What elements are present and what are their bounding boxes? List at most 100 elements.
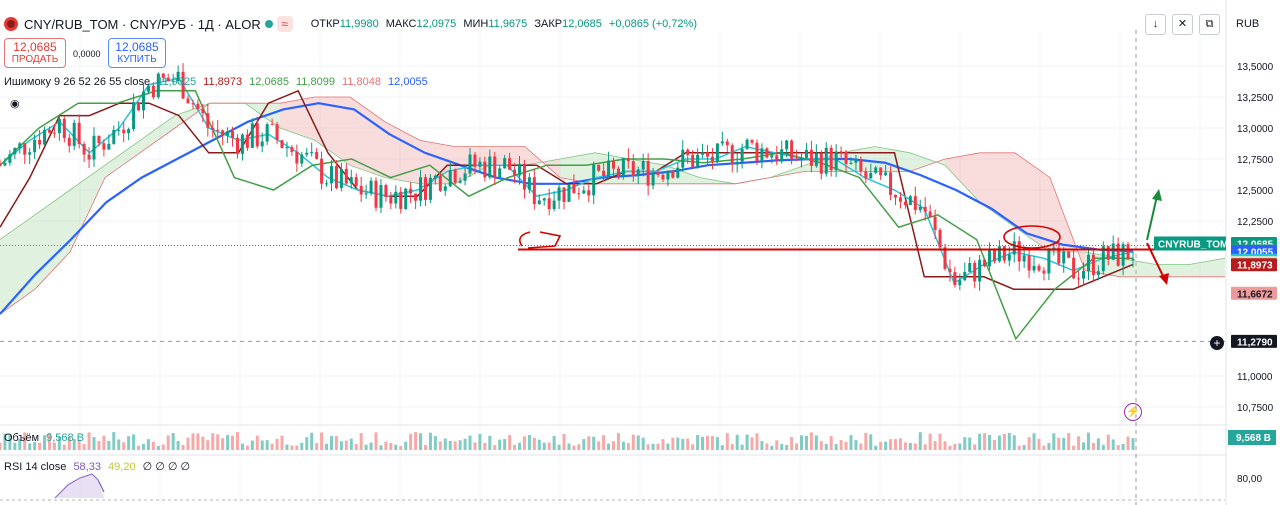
candle-body <box>597 164 601 171</box>
candle-body <box>132 102 136 130</box>
price-label: 12,0055 <box>1237 247 1274 258</box>
volume-bar <box>1086 432 1090 450</box>
candle-body <box>67 137 71 146</box>
plus-icon[interactable]: + <box>1210 336 1224 350</box>
candle-body <box>458 180 462 183</box>
cloud-segment <box>980 152 1015 228</box>
candle-body <box>97 135 101 144</box>
symbol-title[interactable]: CNY/RUB_TOM · CNY/РУБ · 1Д · ALOR <box>24 16 261 32</box>
candle-body <box>206 113 210 128</box>
volume-bar <box>67 436 71 450</box>
arrow-down-icon[interactable]: ↓ <box>1145 14 1166 35</box>
volume-bar <box>894 439 898 450</box>
volume-bar <box>102 435 106 450</box>
candle-body <box>47 129 51 133</box>
candle-body <box>562 187 566 202</box>
sell-button[interactable]: 12,0685 ПРОДАТЬ <box>4 38 66 68</box>
candle-body <box>478 161 482 167</box>
candle-body <box>725 141 729 146</box>
candle-body <box>681 149 685 168</box>
restore-icon[interactable]: ⧉ <box>1199 14 1220 35</box>
up-arrow-head <box>1152 189 1162 201</box>
candle-body <box>790 140 794 159</box>
axis-tick-label: 12,2500 <box>1237 217 1274 228</box>
volume-bar <box>864 432 868 450</box>
candle-body <box>127 129 131 134</box>
volume-bar <box>409 433 413 450</box>
candle-body <box>1022 255 1026 262</box>
close-icon[interactable]: ✕ <box>1172 14 1193 35</box>
eye-icon[interactable]: ◉ <box>10 98 20 110</box>
price-axis[interactable]: 13,5000 13,2500 13,0000 12,7500 12,5000 12,25… <box>1154 0 1280 505</box>
candle-body <box>745 139 749 149</box>
candle-body <box>795 158 799 160</box>
volume-bar <box>869 434 873 450</box>
volume-bar <box>231 435 235 450</box>
currency-label[interactable]: RUB <box>1236 18 1260 30</box>
candle-body <box>923 206 927 212</box>
cloud-segment <box>1015 152 1050 252</box>
volume-bar <box>310 432 314 450</box>
volume-bar <box>493 445 497 450</box>
down-arrow-head <box>1159 273 1169 285</box>
volume-bar <box>1096 438 1100 450</box>
candle-body <box>270 124 274 126</box>
volume-bar <box>260 440 264 450</box>
volume-bar <box>963 437 967 450</box>
ichimoku-legend[interactable]: Ишимоку 9 26 52 26 55 close 11,9325 11,8… <box>4 76 432 88</box>
volume-bar <box>112 432 116 450</box>
candle-body <box>1017 241 1021 262</box>
candle-body <box>1091 254 1095 275</box>
volume-bar <box>582 439 586 450</box>
candle-body <box>1032 265 1036 271</box>
volume-bar <box>325 443 329 450</box>
candle-body <box>775 155 779 162</box>
candle-body <box>988 250 992 267</box>
volume-bar <box>968 437 972 450</box>
candle-body <box>1131 259 1135 261</box>
volume-bar <box>181 445 185 450</box>
volume-bar <box>646 444 650 450</box>
volume-bar <box>23 432 27 450</box>
candle-body <box>958 280 962 286</box>
lightning-icon[interactable]: ⚡ <box>1124 403 1142 421</box>
axis-tick-label: 12,7500 <box>1237 155 1274 166</box>
volume-bar <box>47 433 51 450</box>
candle-body <box>43 129 47 145</box>
candle-body <box>72 122 76 146</box>
candle-body <box>1007 254 1011 261</box>
candle-body <box>656 172 660 175</box>
rsi-legend[interactable]: RSI 14 close 58,33 49,20 ∅ ∅ ∅ ∅ <box>4 460 194 473</box>
volume-bar <box>72 439 76 450</box>
high-value: 12,0975 <box>416 18 457 30</box>
symbol-tag-bg <box>1154 236 1226 251</box>
candle-body <box>859 158 863 172</box>
ichimoku-cloud <box>0 96 1226 315</box>
volume-bar <box>320 432 324 450</box>
wave-icon[interactable]: ≈ <box>276 16 293 32</box>
axis-tick-label: 13,5000 <box>1237 62 1274 73</box>
user-drawings[interactable] <box>518 189 1225 285</box>
volume-bar <box>547 442 551 450</box>
volume-bar <box>354 444 358 450</box>
candle-body <box>28 152 32 155</box>
candle-body <box>869 172 873 179</box>
volume-bar <box>928 433 932 450</box>
cloud-segment <box>140 115 175 153</box>
candle-body <box>542 198 546 201</box>
volume-bar <box>52 442 56 450</box>
volume-legend[interactable]: Объём 9,568 B <box>4 432 88 444</box>
volume-bar <box>359 433 363 450</box>
buy-button[interactable]: 12,0685 КУПИТЬ <box>108 38 166 68</box>
candle-body <box>928 211 932 217</box>
candle-body <box>715 143 719 163</box>
volume-bar <box>329 436 333 450</box>
close-value: 12,0685 <box>562 18 602 30</box>
candle-body <box>320 158 324 184</box>
volume-bar <box>275 438 279 450</box>
candle-body <box>552 200 556 209</box>
volume-bar <box>62 444 66 450</box>
candle-body <box>498 168 502 178</box>
candle-body <box>1012 241 1016 255</box>
